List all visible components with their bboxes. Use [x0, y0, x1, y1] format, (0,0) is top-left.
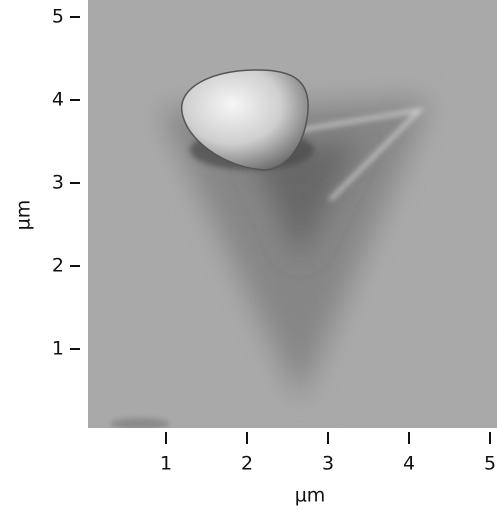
y-tick-label: 3	[52, 172, 64, 194]
y-tick-label: 2	[52, 255, 64, 277]
x-axis-label: µm	[295, 485, 326, 507]
x-tick-label: 4	[403, 453, 415, 475]
x-tick-label: 2	[241, 453, 253, 475]
y-tick-label: 4	[52, 89, 64, 111]
x-tick-label: 1	[160, 453, 172, 475]
x-tick-label: 5	[484, 453, 496, 475]
y-tick-label: 1	[52, 338, 64, 360]
x-tick-label: 3	[322, 453, 334, 475]
y-tick-label: 5	[52, 6, 64, 28]
afm-image	[88, 0, 497, 428]
y-axis-label: µm	[13, 200, 35, 231]
